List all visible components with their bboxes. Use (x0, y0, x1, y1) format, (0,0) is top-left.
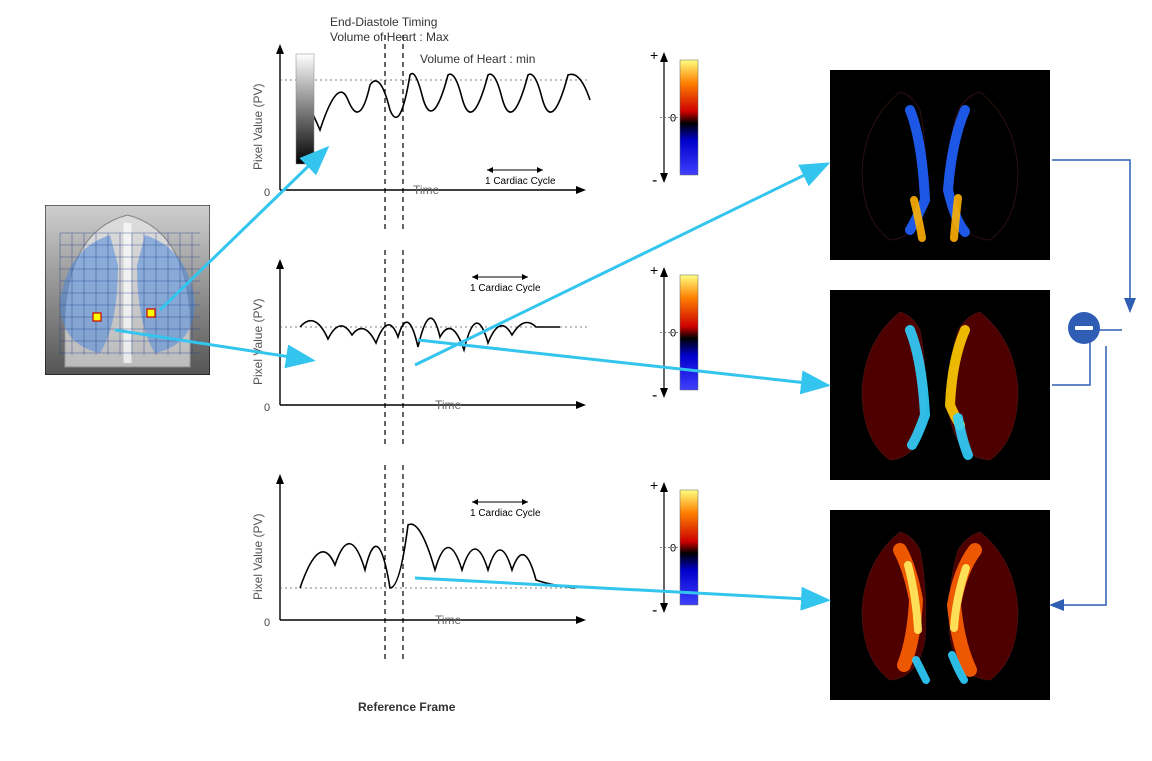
svg-text:0: 0 (670, 543, 676, 555)
svg-text:1 Cardiac Cycle: 1 Cardiac Cycle (470, 508, 541, 519)
heat-colorbar (680, 490, 698, 605)
svg-text:0: 0 (264, 187, 270, 199)
svg-text:-: - (652, 172, 657, 189)
svg-text:1 Cardiac Cycle: 1 Cardiac Cycle (470, 283, 541, 294)
svg-text:Time: Time (413, 183, 440, 197)
svg-text:0: 0 (264, 402, 270, 414)
svg-text:1 Cardiac Cycle: 1 Cardiac Cycle (485, 176, 556, 187)
heat-colorbar (680, 60, 698, 175)
end-diastole-label: End-Diastole Timing (330, 15, 437, 29)
chart-block-1: 0 Time Pixel Value (PV) 1 Cardiac Cycle + - 0 (250, 40, 710, 205)
svg-text:0: 0 (670, 328, 676, 340)
svg-text:Time: Time (435, 613, 462, 627)
reference-frame-label: Reference Frame (358, 700, 455, 714)
result-panel-1 (830, 70, 1050, 260)
chart-block-3: 0 Time Pixel Value (PV) 1 Cardiac Cycle + - 0 (250, 470, 710, 635)
svg-text:-: - (652, 387, 657, 404)
svg-text:+: + (650, 47, 658, 63)
svg-text:Pixel Value (PV): Pixel Value (PV) (251, 84, 265, 170)
chart-column: End-Diastole TimingVolume of Heart : Max… (250, 40, 710, 685)
svg-text:+: + (650, 262, 658, 278)
svg-text:Pixel Value (PV): Pixel Value (PV) (251, 514, 265, 600)
svg-text:Time: Time (435, 398, 462, 412)
svg-text:-: - (652, 602, 657, 619)
result-column (830, 70, 1050, 730)
roi-marker (93, 313, 101, 321)
svg-text:0: 0 (670, 113, 676, 125)
chart-block-2: 0 Time Pixel Value (PV) 1 Cardiac Cycle + - 0 (250, 255, 710, 420)
result-panel-3 (830, 510, 1050, 700)
roi-marker (147, 309, 155, 317)
minus-operator-badge (1068, 312, 1100, 344)
svg-text:+: + (650, 477, 658, 493)
result-panel-2 (830, 290, 1050, 480)
xray-panel (45, 205, 210, 375)
svg-text:Pixel Value (PV): Pixel Value (PV) (251, 299, 265, 385)
heat-colorbar (680, 275, 698, 390)
svg-text:0: 0 (264, 617, 270, 629)
